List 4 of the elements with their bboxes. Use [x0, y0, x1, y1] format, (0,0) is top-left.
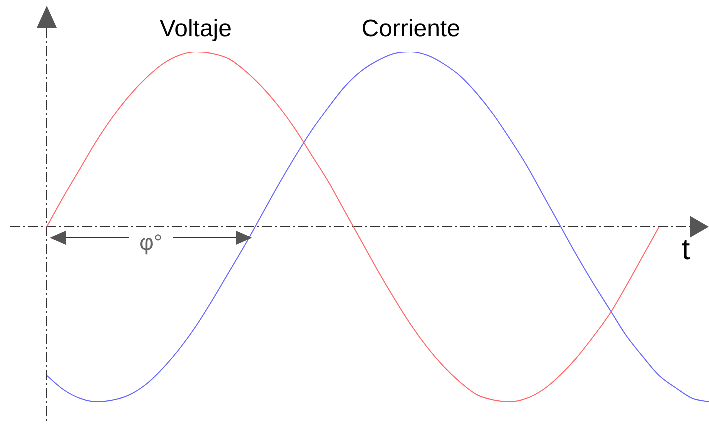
series-label: Corriente — [362, 16, 460, 43]
x-axis-title: t — [682, 233, 691, 266]
annotation: φ° — [140, 230, 163, 256]
series-label: Voltaje — [160, 16, 232, 43]
